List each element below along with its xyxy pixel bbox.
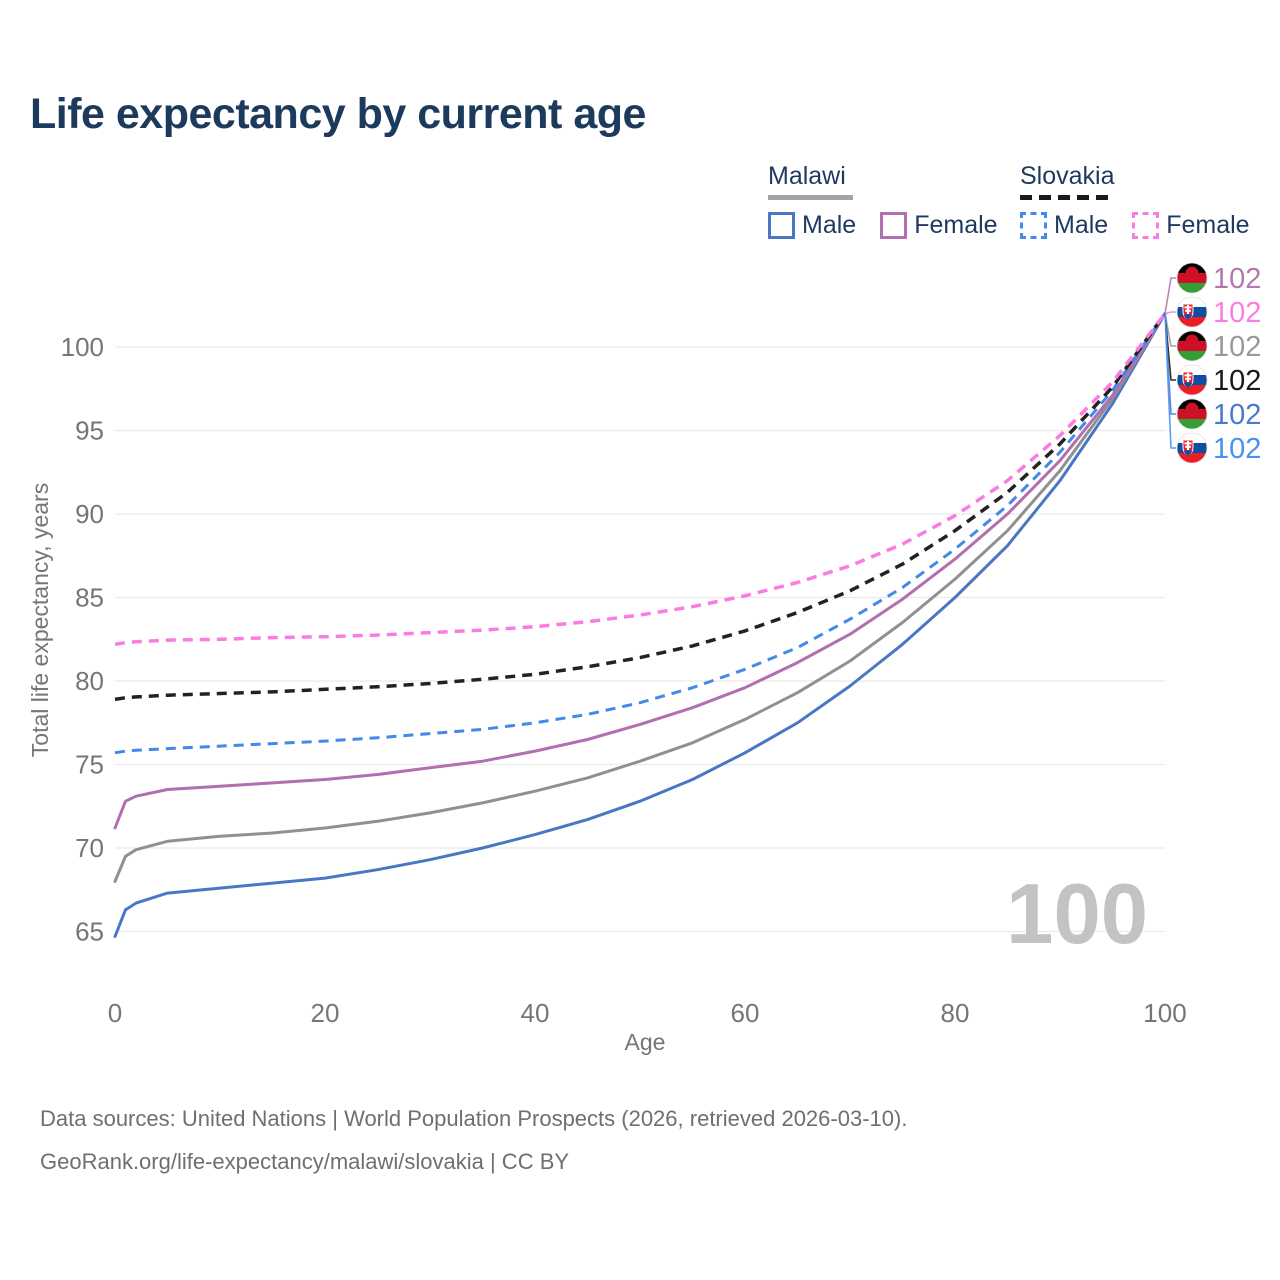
slovakia-female-swatch-icon — [1132, 212, 1160, 239]
y-tick-label: 70 — [75, 833, 104, 863]
legend-item-label: Male — [1054, 211, 1109, 239]
legend-country-slovakia[interactable]: Slovakia — [1020, 162, 1274, 200]
series-line-malawi-male[interactable] — [113, 312, 1167, 938]
end-label-leader-line — [1164, 311, 1176, 315]
x-tick-label: 40 — [521, 998, 550, 1028]
legend-item-malawi-male[interactable]: Male — [768, 211, 856, 240]
data-sources-text: Data sources: United Nations | World Pop… — [40, 1106, 908, 1131]
end-value-label: 102 — [1213, 263, 1261, 295]
legend-item-label: Female — [1166, 211, 1250, 239]
y-tick-label: 75 — [75, 750, 104, 780]
end-label-leader-line — [1164, 277, 1176, 314]
malawi-female-swatch-icon — [880, 212, 908, 239]
slovakia-flag-icon — [1176, 432, 1208, 464]
y-tick-label: 65 — [75, 917, 104, 947]
end-value-label: 102 — [1213, 297, 1261, 329]
malawi-flag-icon — [1176, 398, 1208, 430]
legend-country-label: Malawi — [768, 162, 846, 190]
y-tick-label: 100 — [61, 332, 104, 362]
age-counter-watermark: 100 — [1006, 867, 1148, 962]
y-tick-label: 95 — [75, 416, 104, 446]
page-title: Life expectancy by current age — [30, 90, 646, 138]
end-label-leader-line — [1164, 313, 1176, 449]
x-tick-label: 0 — [108, 998, 122, 1028]
slovakia-flag-icon — [1176, 364, 1208, 396]
legend-item-label: Male — [802, 211, 857, 239]
malawi-flag-icon — [1176, 330, 1208, 362]
y-tick-label: 85 — [75, 583, 104, 613]
series-line-malawi-total[interactable] — [113, 312, 1167, 883]
legend-item-malawi-female[interactable]: Female — [880, 211, 998, 240]
end-value-label: 102 — [1213, 433, 1261, 465]
footer: Data sources: United Nations | World Pop… — [40, 1106, 907, 1192]
end-value-label: 102 — [1213, 331, 1261, 363]
series-line-slovakia-male[interactable] — [114, 312, 1167, 755]
y-axis-title: Total life expectancy, years — [27, 483, 53, 757]
end-value-label: 102 — [1213, 365, 1261, 397]
malawi-line-swatch — [768, 195, 853, 200]
series-line-malawi-female[interactable] — [113, 312, 1167, 830]
series-line-slovakia-total[interactable] — [114, 312, 1167, 702]
series-line-slovakia-female[interactable] — [114, 312, 1167, 647]
legend-country-label: Slovakia — [1020, 162, 1115, 190]
legend-group-malawi: Malawi Male Female — [768, 162, 1022, 240]
legend-country-malawi[interactable]: Malawi — [768, 162, 1022, 200]
slovakia-flag-icon — [1176, 296, 1208, 328]
slovakia-male-swatch-icon — [1020, 212, 1047, 239]
x-tick-label: 60 — [731, 998, 760, 1028]
attribution-text: GeoRank.org/life-expectancy/malawi/slova… — [40, 1149, 570, 1174]
slovakia-line-swatch — [1020, 195, 1115, 200]
legend-group-slovakia: Slovakia Male Female — [1020, 162, 1274, 240]
legend-item-slovakia-female[interactable]: Female — [1132, 211, 1250, 240]
x-axis-title: Age — [625, 1029, 666, 1055]
y-tick-label: 80 — [75, 666, 104, 696]
x-tick-label: 100 — [1143, 998, 1186, 1028]
end-label-leader-line — [1164, 313, 1176, 347]
end-value-label: 102 — [1213, 399, 1261, 431]
x-tick-label: 80 — [941, 998, 970, 1028]
legend-item-slovakia-male[interactable]: Male — [1020, 211, 1108, 240]
malawi-flag-icon — [1176, 262, 1208, 294]
malawi-male-swatch-icon — [768, 212, 795, 239]
legend-item-label: Female — [914, 211, 998, 239]
x-tick-label: 20 — [311, 998, 340, 1028]
y-tick-label: 90 — [75, 499, 104, 529]
